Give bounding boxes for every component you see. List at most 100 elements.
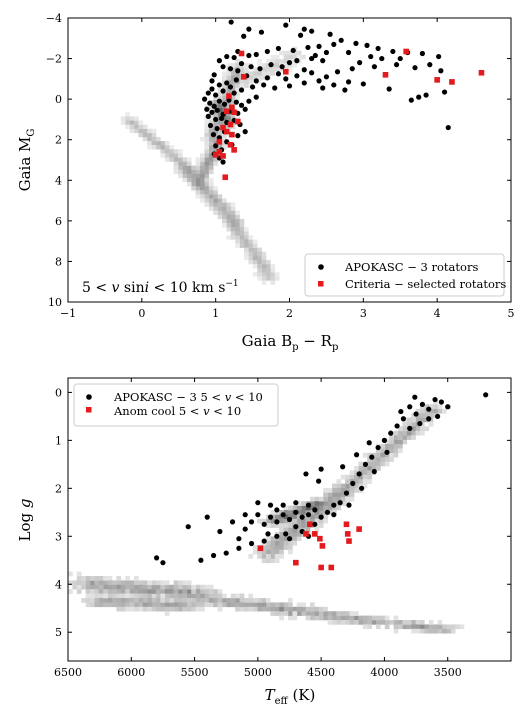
density-bin <box>173 169 179 175</box>
density-bin <box>222 91 227 97</box>
density-bin <box>204 132 210 138</box>
y-tick-label: 6 <box>55 215 62 228</box>
anom-cool-point <box>303 531 309 537</box>
density-bin <box>437 408 443 414</box>
density-bin <box>235 83 240 88</box>
density-bin <box>424 413 430 418</box>
density-bin <box>147 145 152 150</box>
apokasc-point <box>214 125 220 132</box>
density-bin <box>90 602 95 608</box>
density-bin <box>244 231 249 236</box>
density-bin <box>204 145 210 150</box>
density-bin <box>200 190 205 195</box>
density-bin <box>266 554 271 559</box>
density-bin <box>204 584 210 590</box>
apokasc-point <box>204 514 210 520</box>
apokasc-point <box>216 58 222 64</box>
density-bin <box>226 202 232 207</box>
density-bin <box>169 598 174 603</box>
density-bin <box>204 190 210 195</box>
apokasc-point <box>283 76 289 82</box>
density-bin <box>261 598 267 603</box>
apokasc-point <box>412 394 418 400</box>
density-bin <box>274 63 280 68</box>
density-bin <box>200 153 205 158</box>
density-bin <box>186 169 192 175</box>
density-bin <box>428 408 434 414</box>
density-bin <box>138 580 144 586</box>
density-bin <box>310 510 315 515</box>
density-bin <box>323 606 328 612</box>
apokasc-point <box>436 53 442 60</box>
density-bin <box>261 558 267 564</box>
density-bin <box>226 214 232 220</box>
density-bin <box>235 63 240 68</box>
density-bin <box>292 527 298 533</box>
density-bin <box>230 214 236 220</box>
apokasc-point <box>309 55 315 62</box>
density-bin <box>235 235 240 240</box>
density-bin <box>266 71 271 76</box>
apokasc-point <box>242 106 248 112</box>
density-bin <box>164 153 170 158</box>
density-bin <box>173 153 179 158</box>
density-bin <box>186 157 192 162</box>
density-bin <box>274 540 280 546</box>
density-bin <box>178 598 183 603</box>
density-bin <box>151 136 157 142</box>
density-bin <box>323 514 328 520</box>
density-bin <box>433 628 438 634</box>
density-bin <box>261 75 267 80</box>
density-bin <box>222 141 227 146</box>
density-bin <box>270 272 276 277</box>
density-bin <box>389 448 394 454</box>
density-bin <box>142 132 148 138</box>
density-bin <box>204 161 210 166</box>
density-bin <box>376 448 381 454</box>
density-bin <box>107 580 113 586</box>
apokasc-point <box>258 29 265 35</box>
density-bin <box>266 59 271 64</box>
density-bin <box>248 602 254 608</box>
density-bin <box>340 496 346 502</box>
density-bin <box>112 580 117 586</box>
density-bin <box>428 404 434 410</box>
density-bin <box>288 611 293 616</box>
density-bin <box>81 598 86 603</box>
density-bin <box>310 501 315 506</box>
density-bin <box>314 527 320 533</box>
apokasc-point <box>393 62 400 68</box>
density-bin <box>208 153 214 158</box>
density-bin <box>191 598 196 603</box>
density-bin <box>257 598 262 603</box>
top-annotation: 5 < v sini < 10 km s−1 <box>82 279 239 296</box>
apokasc-point <box>331 82 337 88</box>
apokasc-point <box>205 113 211 119</box>
density-bin <box>380 448 386 454</box>
criteria-point <box>220 124 226 131</box>
density-bin <box>160 584 166 590</box>
density-bin <box>204 116 210 121</box>
density-bin <box>230 87 236 93</box>
density-bin <box>270 59 276 64</box>
density-bin <box>420 426 425 432</box>
density-bin <box>230 95 236 101</box>
density-bin <box>261 251 267 257</box>
density-bin <box>125 576 130 581</box>
density-bin <box>94 598 100 603</box>
density-bin <box>208 120 214 125</box>
x-tick-label: 6500 <box>54 666 82 679</box>
apokasc-point <box>221 101 228 107</box>
density-bin <box>208 598 214 603</box>
density-bin <box>98 589 104 594</box>
density-bin <box>411 430 416 436</box>
density-bin <box>208 157 214 162</box>
density-bin <box>296 54 302 60</box>
apokasc-point <box>265 531 271 537</box>
density-bin <box>208 177 214 183</box>
density-bin <box>235 214 240 220</box>
density-bin <box>156 593 161 599</box>
apokasc-point <box>364 42 370 48</box>
density-bin <box>248 259 254 265</box>
density-bin <box>222 71 227 76</box>
